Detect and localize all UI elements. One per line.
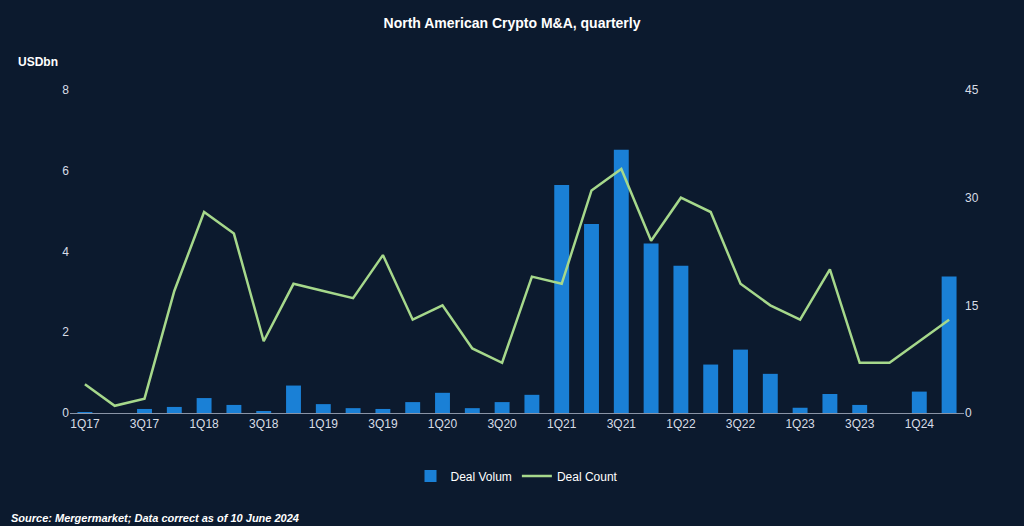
svg-text:1Q17: 1Q17 <box>70 417 100 431</box>
svg-text:3Q20: 3Q20 <box>487 417 517 431</box>
svg-text:3Q22: 3Q22 <box>726 417 756 431</box>
svg-text:3Q18: 3Q18 <box>249 417 279 431</box>
svg-text:30: 30 <box>965 191 979 205</box>
svg-text:North American Crypto M&A, qua: North American Crypto M&A, quarterly <box>384 15 641 31</box>
svg-text:0: 0 <box>965 406 972 420</box>
svg-text:3Q23: 3Q23 <box>845 417 875 431</box>
svg-text:1Q19: 1Q19 <box>309 417 339 431</box>
svg-text:1Q22: 1Q22 <box>666 417 696 431</box>
svg-text:Deal Count: Deal Count <box>557 470 618 484</box>
svg-text:1Q20: 1Q20 <box>428 417 458 431</box>
svg-text:3Q19: 3Q19 <box>368 417 398 431</box>
svg-text:3Q21: 3Q21 <box>607 417 637 431</box>
svg-text:45: 45 <box>965 83 979 97</box>
svg-text:4: 4 <box>62 245 69 259</box>
svg-text:0: 0 <box>62 406 69 420</box>
svg-text:USDbn: USDbn <box>18 55 58 69</box>
svg-text:3Q17: 3Q17 <box>130 417 160 431</box>
svg-text:Deal Volum: Deal Volum <box>451 470 512 484</box>
svg-text:1Q21: 1Q21 <box>547 417 577 431</box>
svg-text:1Q23: 1Q23 <box>785 417 815 431</box>
svg-text:1Q18: 1Q18 <box>189 417 219 431</box>
svg-text:6: 6 <box>62 164 69 178</box>
svg-text:1Q24: 1Q24 <box>905 417 935 431</box>
svg-text:8: 8 <box>62 83 69 97</box>
svg-text:15: 15 <box>965 299 979 313</box>
svg-text:Source: Mergermarket; Data cor: Source: Mergermarket; Data correct as of… <box>11 512 299 524</box>
svg-text:2: 2 <box>62 325 69 339</box>
